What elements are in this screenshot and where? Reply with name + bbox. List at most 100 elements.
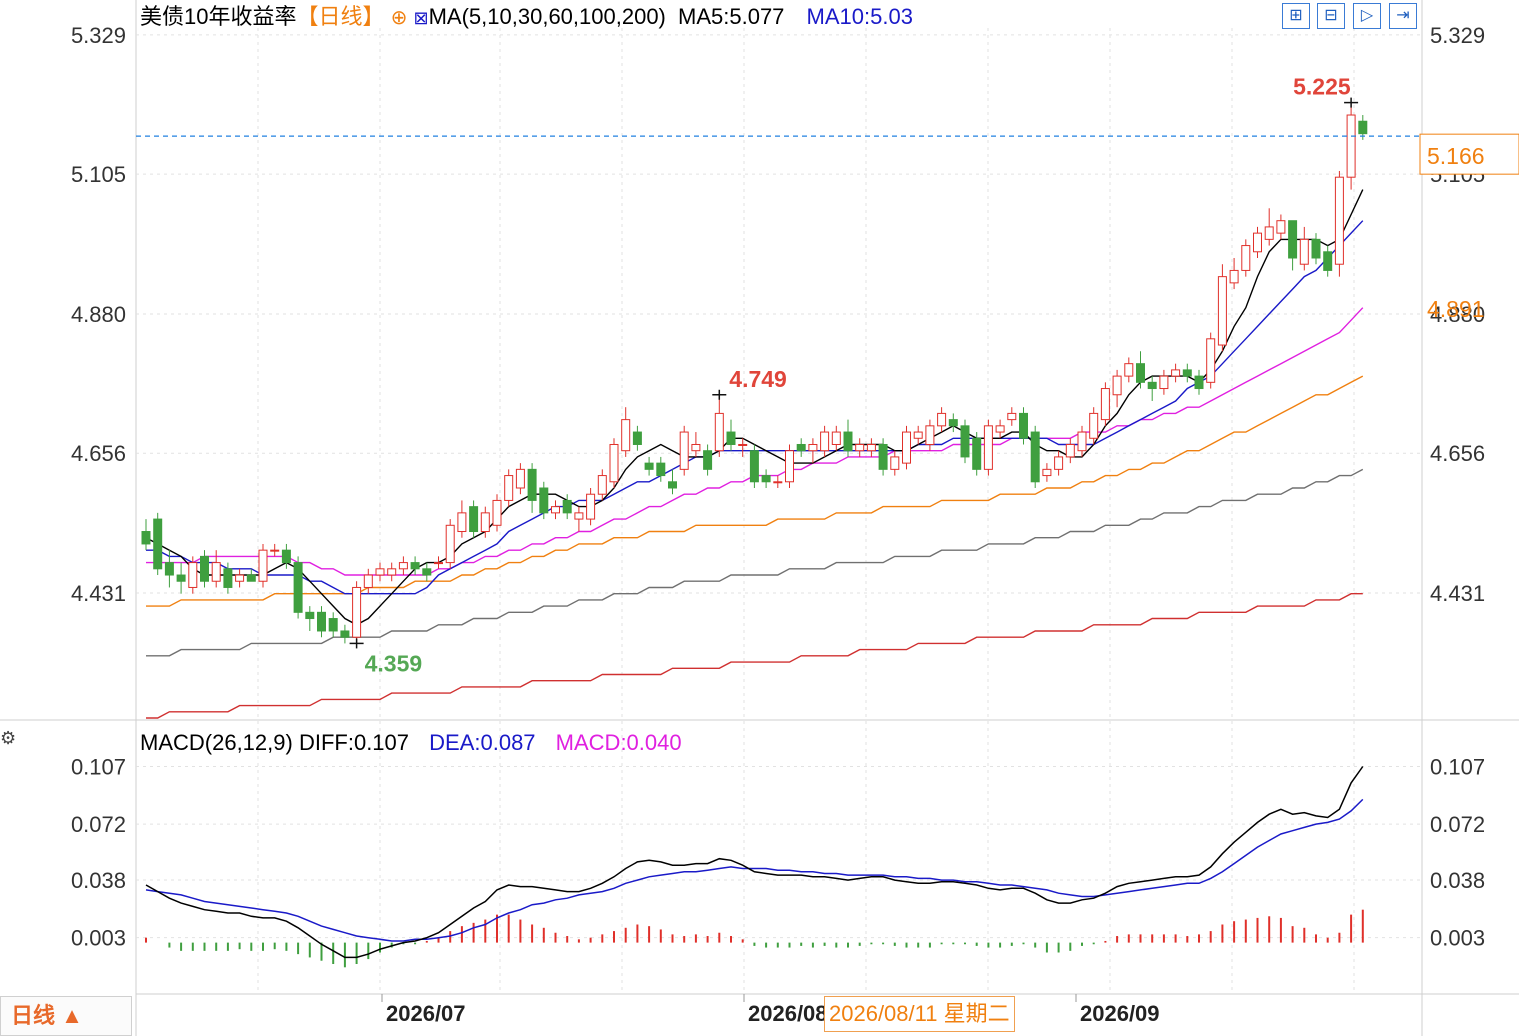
candle-up bbox=[1229, 269, 1239, 284]
y-tick-label-right: 5.329 bbox=[1430, 23, 1485, 48]
candle-up bbox=[983, 425, 993, 470]
candle-up bbox=[258, 549, 268, 582]
period-tab[interactable]: 日线 ▲ bbox=[0, 996, 132, 1036]
settings-gear-icon[interactable]: ⚙ bbox=[0, 728, 17, 748]
candle-down bbox=[153, 518, 163, 570]
candle-up bbox=[808, 443, 818, 452]
dea-line bbox=[145, 798, 1364, 942]
y-tick-label-left: 5.105 bbox=[71, 162, 126, 187]
zoom-in-icon[interactable]: ⊞ bbox=[1282, 3, 1310, 29]
candle-down bbox=[340, 630, 350, 638]
candle-up bbox=[937, 412, 947, 427]
y-tick-label-right: 4.880 bbox=[1430, 302, 1485, 327]
candle-down bbox=[410, 562, 420, 570]
candle-down bbox=[948, 419, 958, 427]
candle-up bbox=[691, 443, 701, 452]
candle-up bbox=[621, 419, 631, 452]
candle-down bbox=[726, 431, 736, 445]
ma-line-ma5 bbox=[145, 189, 1364, 626]
candle-down bbox=[632, 431, 642, 445]
candle-down bbox=[1147, 381, 1157, 390]
candle-up bbox=[890, 456, 900, 470]
candle-down bbox=[843, 431, 853, 452]
candle-up bbox=[609, 443, 619, 483]
candle-down bbox=[293, 562, 303, 613]
instrument-title: 美债10年收益率 bbox=[140, 4, 297, 29]
y-tick-label-left: 5.329 bbox=[71, 23, 126, 48]
candle-up bbox=[1100, 388, 1110, 421]
candle-up bbox=[1065, 443, 1075, 458]
x-tick-label: 2026/07 bbox=[386, 1001, 466, 1026]
ma-line-ma100 bbox=[146, 468, 1364, 657]
high-annotation: 5.225 bbox=[1293, 74, 1351, 100]
crosshair-icon[interactable]: ⊕ bbox=[390, 7, 408, 29]
candle-down bbox=[328, 618, 338, 632]
zoom-out-icon[interactable]: ⊟ bbox=[1317, 3, 1345, 29]
candle-down bbox=[1030, 431, 1040, 483]
chart-header: 美债10年收益率【日线】 ⊕ ⊠MA(5,10,30,60,100,200) M… bbox=[140, 4, 913, 31]
candle-up bbox=[1241, 245, 1251, 271]
candle-up bbox=[1171, 369, 1181, 377]
candle-down bbox=[1194, 375, 1204, 390]
candle-up bbox=[188, 562, 198, 588]
candle-up bbox=[738, 443, 748, 446]
candle-down bbox=[539, 487, 549, 514]
candle-down bbox=[1019, 412, 1028, 439]
low-annotation: 4.359 bbox=[365, 650, 423, 676]
scroll-end-icon[interactable]: ⇥ bbox=[1389, 3, 1417, 29]
ma-value-label-right: 4.891 bbox=[1427, 296, 1485, 322]
period-label[interactable]: 【日线】 bbox=[296, 4, 385, 29]
macd-y-tick-label-right: 0.038 bbox=[1430, 868, 1485, 893]
candle-up bbox=[515, 468, 525, 489]
candle-down bbox=[1288, 220, 1298, 259]
candle-down bbox=[668, 481, 677, 489]
candle-up bbox=[597, 475, 607, 495]
macd-y-tick-label-right: 0.003 bbox=[1430, 926, 1485, 951]
scroll-right-icon[interactable]: ▷ bbox=[1353, 3, 1381, 29]
macd-diff-value: DIFF:0.107 bbox=[298, 730, 410, 755]
candle-up bbox=[1217, 276, 1227, 346]
ma5-value: MA5:5.077 bbox=[678, 4, 785, 29]
cursor-date-label: 2026/08/11 星期二 bbox=[824, 996, 1015, 1032]
candle-down bbox=[1323, 251, 1333, 271]
candle-up bbox=[586, 493, 596, 520]
macd-header: MACD(26,12,9) DIFF:0.107 DEA:0.087 MACD:… bbox=[140, 730, 682, 756]
candle-down bbox=[644, 462, 654, 470]
candle-up bbox=[363, 574, 373, 588]
candle-down bbox=[972, 437, 982, 470]
candle-up bbox=[1042, 468, 1052, 477]
candle-down bbox=[1136, 363, 1145, 383]
candle-up bbox=[1206, 338, 1216, 383]
candle-up bbox=[1299, 238, 1309, 265]
candle-up bbox=[1077, 431, 1087, 452]
candle-up bbox=[235, 574, 245, 582]
candle-down bbox=[246, 574, 256, 582]
candle-down bbox=[960, 425, 970, 458]
ma-line-ma10 bbox=[146, 220, 1364, 595]
y-tick-label-left: 4.431 bbox=[71, 581, 126, 606]
candle-up bbox=[1112, 375, 1122, 396]
candle-up bbox=[1124, 363, 1134, 377]
candle-up bbox=[270, 549, 280, 552]
candle-down bbox=[469, 506, 479, 533]
candle-up bbox=[1089, 412, 1099, 439]
indicator-chart-icon[interactable]: ⊠ bbox=[413, 8, 429, 28]
candle-down bbox=[422, 568, 432, 576]
macd-macd-value: MACD:0.040 bbox=[555, 730, 682, 755]
ma-params: MA(5,10,30,60,100,200) bbox=[428, 4, 666, 29]
macd-y-tick-label-right: 0.107 bbox=[1430, 754, 1485, 779]
candle-down bbox=[527, 468, 537, 501]
candle-up bbox=[1007, 412, 1017, 421]
candle-down bbox=[1358, 120, 1368, 135]
candle-down bbox=[281, 549, 291, 564]
candle-down bbox=[223, 568, 233, 588]
x-tick-label: 2026/09 bbox=[1080, 1001, 1160, 1026]
candle-up bbox=[1264, 226, 1274, 240]
candle-down bbox=[796, 443, 806, 452]
candle-up bbox=[1276, 220, 1286, 234]
candle-up bbox=[679, 431, 689, 470]
candle-up bbox=[1159, 375, 1169, 390]
candle-up bbox=[480, 512, 490, 533]
candle-up bbox=[445, 524, 455, 564]
